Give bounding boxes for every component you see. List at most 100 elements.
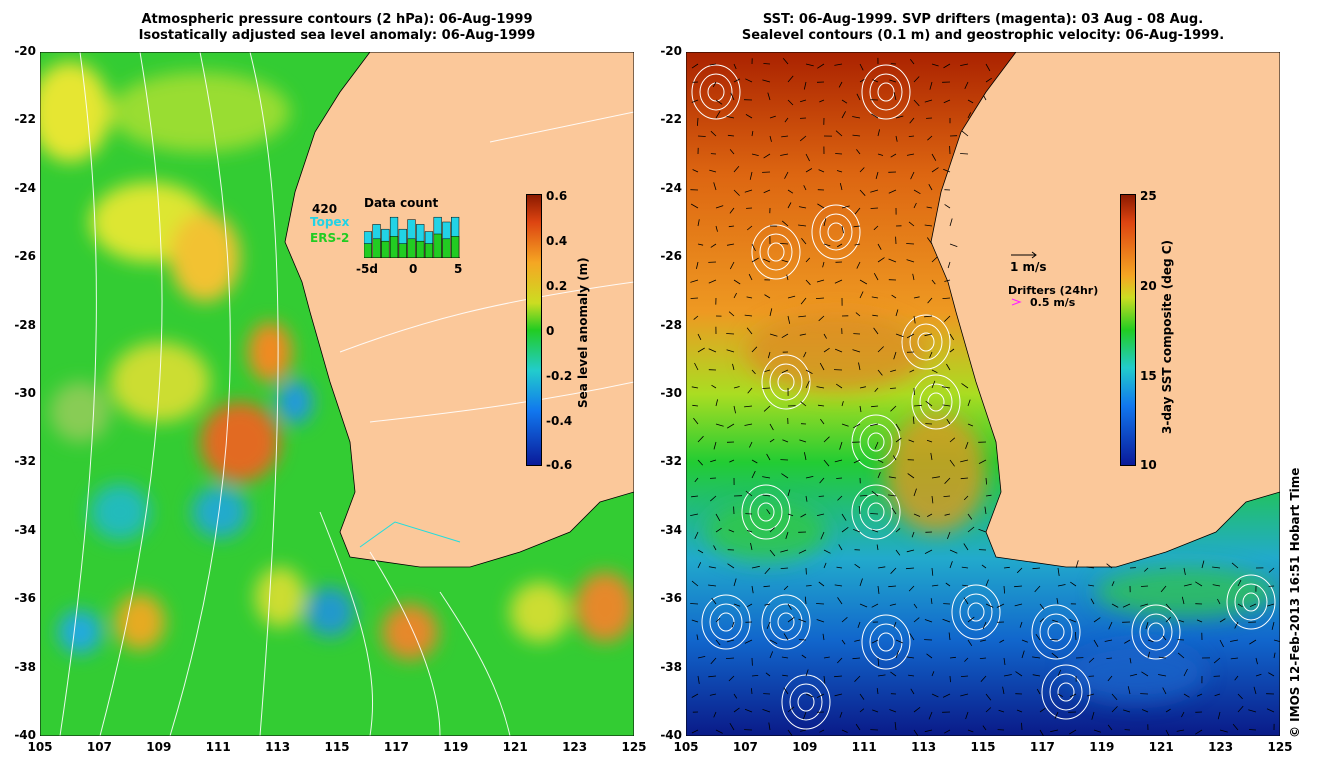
velocity-vector [888, 258, 897, 263]
velocity-vector [942, 693, 951, 698]
ers-count-bar [416, 240, 425, 258]
velocity-vector [871, 529, 879, 533]
velocity-vector [1032, 567, 1041, 570]
right-lon-tick: 111 [851, 740, 877, 754]
velocity-vector [834, 693, 843, 697]
velocity-vector [818, 315, 825, 322]
sea-level-contour [819, 213, 853, 251]
velocity-vector [854, 207, 861, 215]
sea-level-contour [1131, 604, 1181, 660]
velocity-vector [787, 295, 796, 299]
velocity-vector [960, 477, 969, 480]
right-title-line1: SST: 06-Aug-1999. SVP drifters (magenta)… [762, 12, 1204, 27]
velocity-vector [856, 261, 861, 269]
velocity-vector [728, 225, 735, 228]
left-title-line1: Atmospheric pressure contours (2 hPa): 0… [141, 12, 533, 27]
sst-features [706, 312, 1276, 702]
velocity-vector [913, 488, 917, 497]
velocity-vector [1054, 711, 1059, 719]
velocity-vector [836, 170, 843, 173]
velocity-vector [751, 675, 759, 677]
velocity-vector [769, 423, 774, 431]
velocity-vector [906, 153, 915, 156]
velocity-vector [1144, 567, 1149, 572]
sea-level-contour [1226, 574, 1276, 630]
velocity-vector [780, 243, 789, 245]
velocity-vector [949, 218, 953, 227]
velocity-vector [1159, 567, 1167, 570]
velocity-vector [1231, 562, 1239, 569]
velocity-vector [1195, 729, 1203, 735]
velocity-vector [818, 169, 825, 173]
velocity-vector [837, 657, 843, 664]
velocity-vector [890, 153, 897, 158]
velocity-vector [751, 585, 754, 594]
velocity-vector [910, 171, 915, 180]
velocity-vector [892, 455, 897, 461]
right-lat-tick: -32 [660, 454, 682, 469]
velocity-vector [751, 688, 753, 695]
velocity-vector [1177, 652, 1185, 659]
sea-level-contour [811, 204, 861, 260]
velocity-vector [893, 621, 897, 628]
velocity-vector [690, 297, 699, 299]
velocity-vector [763, 63, 771, 65]
velocity-vector [715, 399, 718, 407]
velocity-vector [834, 348, 843, 353]
sea-level-contour [1039, 613, 1073, 651]
velocity-vector [1183, 668, 1188, 677]
velocity-vector [852, 134, 861, 137]
velocity-vector [961, 130, 969, 137]
velocity-vector [856, 93, 861, 101]
sea-level-contour [851, 414, 901, 470]
velocity-vector [908, 585, 915, 592]
velocity-vector [889, 387, 897, 389]
velocity-vector [1016, 709, 1023, 713]
velocity-vector [762, 79, 771, 83]
left-lat-tick: -22 [14, 112, 36, 127]
right-map-title: SST: 06-Aug-1999. SVP drifters (magenta)… [686, 12, 1280, 44]
velocity-vector [762, 476, 771, 479]
velocity-vector [890, 567, 897, 574]
velocity-vector [815, 297, 825, 299]
velocity-vector [874, 387, 879, 393]
velocity-vector [890, 405, 897, 412]
velocity-vector [1106, 563, 1113, 569]
data-count-histogram [364, 216, 460, 258]
sea-level-contour [777, 372, 795, 392]
velocity-vector [965, 441, 969, 449]
velocity-vector [798, 618, 807, 623]
velocity-vector [926, 653, 933, 659]
velocity-vector [873, 273, 879, 281]
velocity-vector [769, 115, 776, 119]
velocity-vector [891, 294, 897, 299]
velocity-vector [931, 693, 939, 698]
velocity-vector [967, 729, 974, 733]
velocity-vector [769, 549, 776, 557]
left-lon-tick: 117 [383, 740, 409, 754]
velocity-vector [895, 135, 898, 142]
velocity-vector [805, 63, 814, 67]
velocity-vector [852, 349, 861, 353]
velocity-vector [872, 709, 879, 713]
velocity-vector [1069, 729, 1077, 735]
velocity-vector [1162, 687, 1167, 695]
velocity-vector [853, 225, 861, 228]
left-lon-tick: 109 [146, 740, 172, 754]
velocity-vector [715, 617, 721, 623]
velocity-vector [895, 437, 902, 443]
velocity-vector [890, 369, 897, 372]
velocity-vector [696, 261, 699, 269]
velocity-vector [960, 63, 969, 66]
right-lon-tick: 115 [970, 740, 996, 754]
velocity-vector [751, 243, 756, 252]
velocity-vector [841, 423, 849, 427]
velocity-vector [858, 362, 861, 371]
velocity-vector [837, 495, 843, 501]
velocity-vector [834, 459, 843, 463]
velocity-vector [799, 439, 807, 443]
velocity-vector [691, 99, 699, 103]
right-lat-tick: -36 [660, 591, 682, 606]
velocity-vector [1165, 603, 1172, 611]
velocity-vector [859, 578, 863, 587]
